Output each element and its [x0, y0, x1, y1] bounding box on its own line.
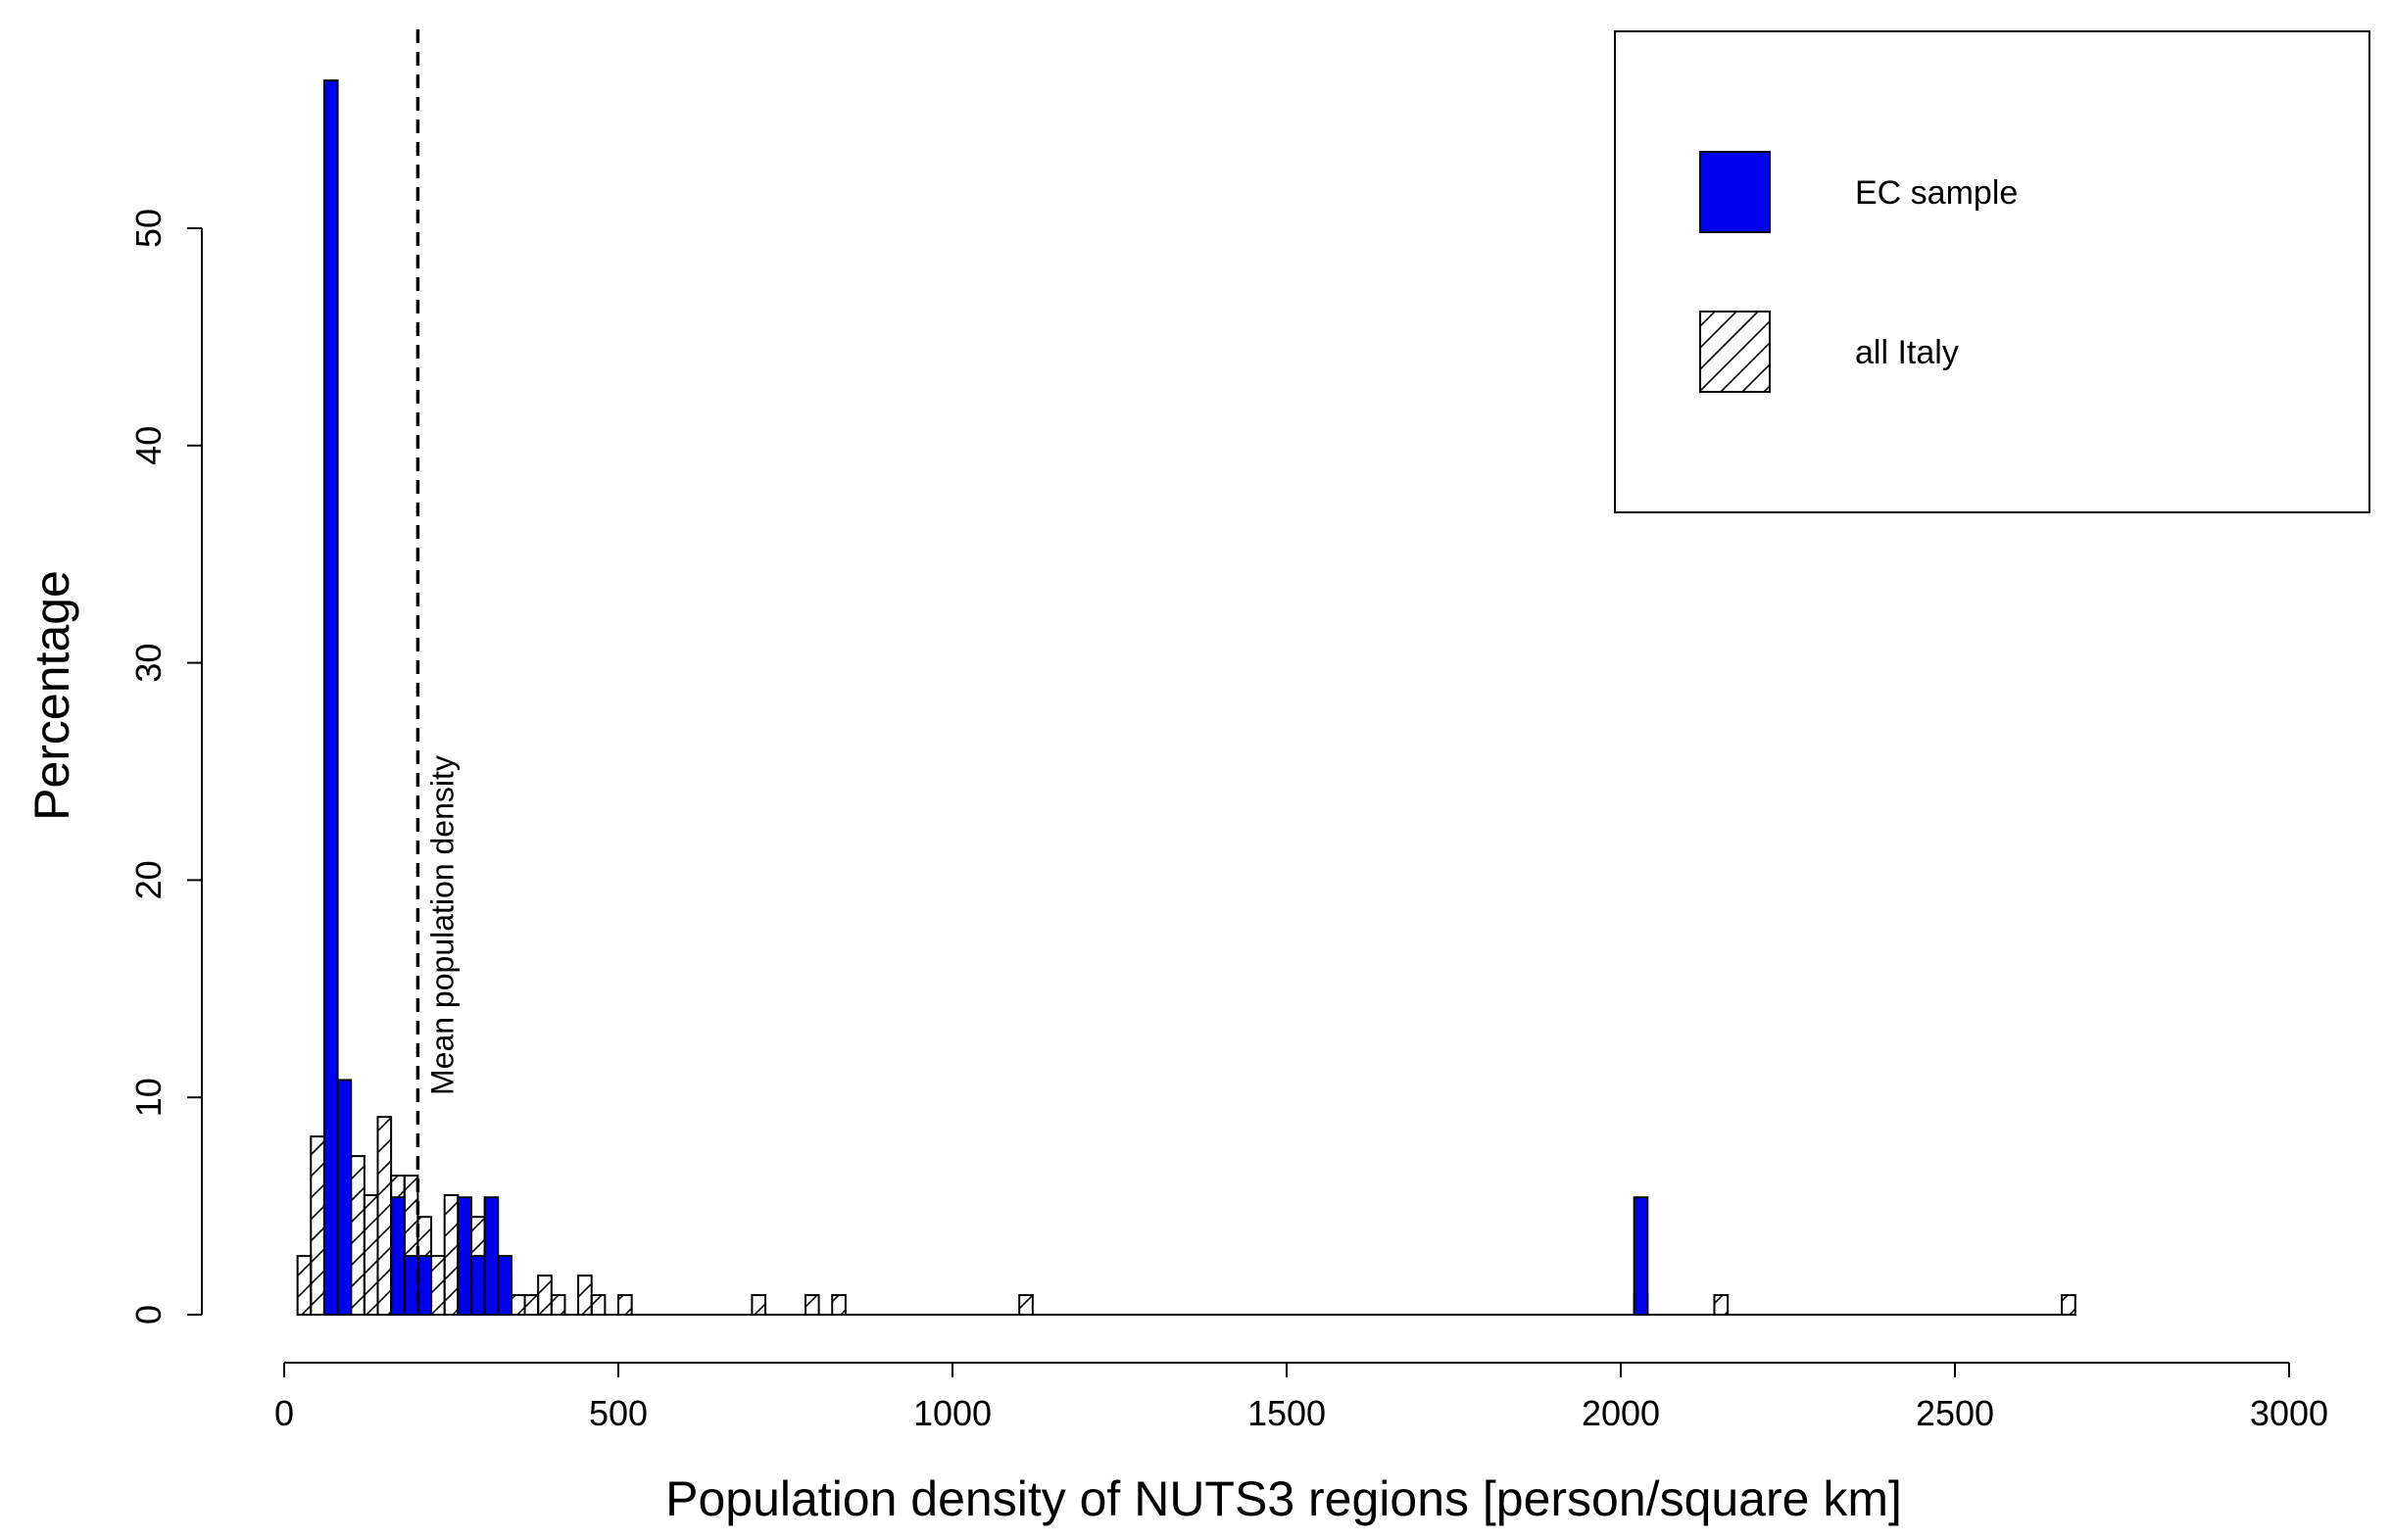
- y-tick-label: 10: [128, 1078, 169, 1117]
- legend-all-italy-swatch: [1699, 311, 1771, 393]
- y-tick-label: 50: [128, 209, 169, 248]
- ec-sample-bar: [336, 1079, 353, 1317]
- all-italy-bar: [430, 1255, 446, 1317]
- all-italy-bar: [804, 1294, 820, 1316]
- all-italy-bar: [523, 1294, 540, 1316]
- ec-sample-bar: [469, 1255, 486, 1317]
- x-tick-label: 2500: [1916, 1393, 1994, 1433]
- mean-density-label: Mean population density: [424, 755, 460, 1095]
- series-all-italy: [296, 1116, 2076, 1317]
- ec-sample-bar: [390, 1196, 406, 1317]
- x-axis-label: Population density of NUTS3 regions [per…: [665, 1471, 1902, 1526]
- ec-sample-bar: [403, 1255, 419, 1317]
- all-italy-bar: [510, 1294, 526, 1316]
- all-italy-bar: [363, 1194, 379, 1317]
- x-tick-label: 500: [589, 1393, 648, 1433]
- y-axis: 0 10 20 30 40 50: [128, 209, 203, 1324]
- ec-sample-bar: [322, 79, 339, 1316]
- y-tick-label: 30: [128, 644, 169, 683]
- series-ec-sample: [322, 79, 1649, 1317]
- all-italy-bar: [550, 1294, 566, 1316]
- y-tick-label: 0: [128, 1305, 169, 1324]
- all-italy-bar: [831, 1294, 847, 1316]
- all-italy-bar: [443, 1194, 460, 1317]
- all-italy-bar: [590, 1294, 607, 1316]
- ec-sample-bar: [416, 1255, 433, 1317]
- all-italy-bar: [350, 1155, 366, 1317]
- legend: EC sample all Italy: [1614, 30, 2370, 513]
- x-tick-label: 2000: [1582, 1393, 1660, 1433]
- ec-sample-bar: [483, 1196, 500, 1317]
- x-tick-label: 3000: [2250, 1393, 2328, 1433]
- all-italy-bar: [537, 1275, 553, 1317]
- all-italy-bar: [617, 1294, 633, 1316]
- all-italy-bar: [1018, 1294, 1034, 1316]
- all-italy-bar: [751, 1294, 767, 1316]
- ec-sample-bar: [1633, 1196, 1649, 1317]
- all-italy-bar: [577, 1275, 593, 1317]
- ec-sample-bar: [457, 1196, 472, 1317]
- y-tick-label: 20: [128, 860, 169, 899]
- all-italy-bar: [310, 1135, 325, 1317]
- x-tick-label: 1000: [913, 1393, 992, 1433]
- all-italy-bar: [296, 1255, 313, 1317]
- all-italy-bar: [1713, 1294, 1730, 1316]
- legend-box: [1614, 30, 2370, 513]
- legend-all-italy-label: all Italy: [1855, 334, 1959, 371]
- ec-sample-bar: [497, 1255, 512, 1317]
- all-italy-bar: [376, 1116, 393, 1316]
- y-tick-label: 40: [128, 426, 169, 465]
- x-axis: 0 500 1000 1500 2000 2500 3000: [274, 1362, 2328, 1433]
- legend-ec-sample-label: EC sample: [1855, 174, 2018, 212]
- legend-ec-sample-swatch: [1699, 151, 1771, 233]
- x-tick-label: 1500: [1247, 1393, 1326, 1433]
- y-axis-label: Percentage: [24, 570, 79, 821]
- x-tick-label: 0: [274, 1393, 294, 1433]
- all-italy-bar: [2061, 1294, 2076, 1316]
